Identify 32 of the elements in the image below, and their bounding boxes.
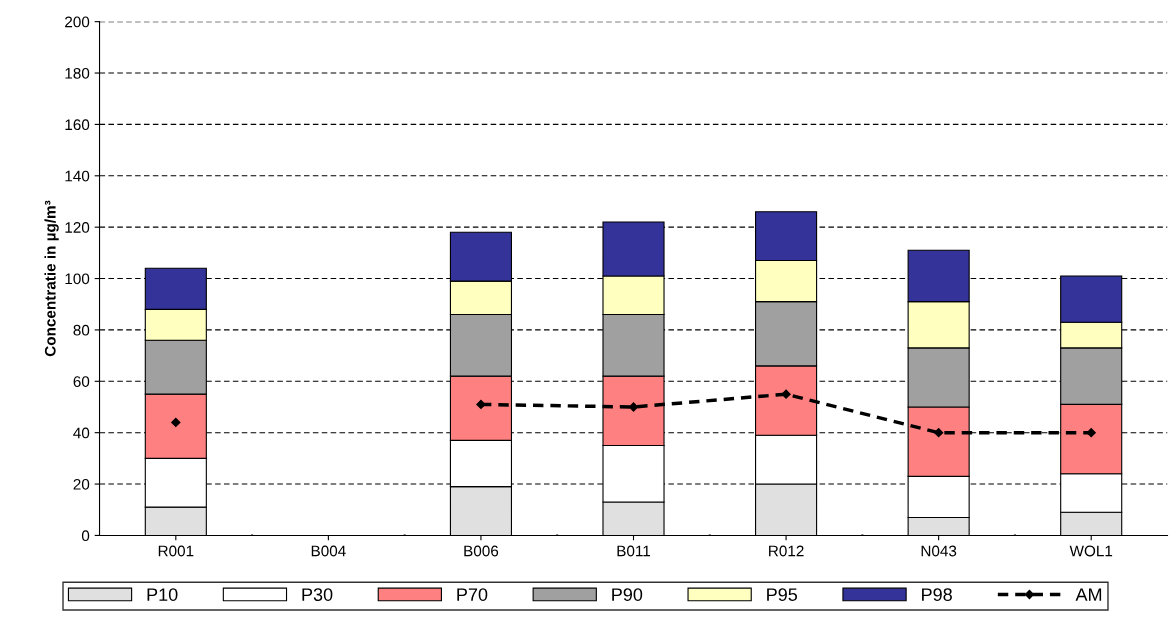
point bbox=[171, 417, 181, 428]
y-tick-label: 0 bbox=[81, 530, 90, 542]
y-tick-label: 60 bbox=[73, 376, 90, 387]
x-tick-label: N043 bbox=[921, 545, 957, 557]
y-tick-label: 140 bbox=[65, 170, 90, 182]
x-tick-label: B006 bbox=[464, 545, 499, 557]
legend-label: AM bbox=[1075, 588, 1102, 601]
legend-label: P10 bbox=[147, 588, 178, 601]
x-tick-label: R012 bbox=[769, 545, 804, 557]
point bbox=[628, 402, 639, 412]
y-tick-label: 200 bbox=[65, 16, 90, 28]
x-tick-label: B004 bbox=[311, 545, 346, 557]
x-tick-label: B011 bbox=[617, 545, 651, 557]
legend-label: P70 bbox=[457, 588, 488, 601]
y-tick-label: 120 bbox=[65, 222, 90, 233]
x-tick-label: R001 bbox=[158, 545, 194, 557]
legend-label: P30 bbox=[302, 588, 333, 601]
y-tick-label: 100 bbox=[65, 273, 90, 285]
y-tick-label: 40 bbox=[73, 427, 90, 439]
point bbox=[1086, 428, 1096, 438]
y-axis-title: Concentratie in µg/m³ bbox=[44, 200, 59, 357]
legend-label: P98 bbox=[922, 588, 952, 601]
legend-label: P95 bbox=[767, 588, 798, 601]
y-tick-label: 20 bbox=[73, 478, 90, 490]
y-tick-label: 180 bbox=[65, 67, 90, 79]
y-tick-label: 80 bbox=[73, 324, 90, 336]
y-tick-label: 160 bbox=[65, 119, 90, 131]
point bbox=[476, 399, 486, 410]
point bbox=[781, 389, 791, 399]
legend-label: P90 bbox=[612, 588, 643, 601]
point bbox=[934, 428, 944, 438]
x-tick-label: WOL1 bbox=[1069, 545, 1113, 557]
